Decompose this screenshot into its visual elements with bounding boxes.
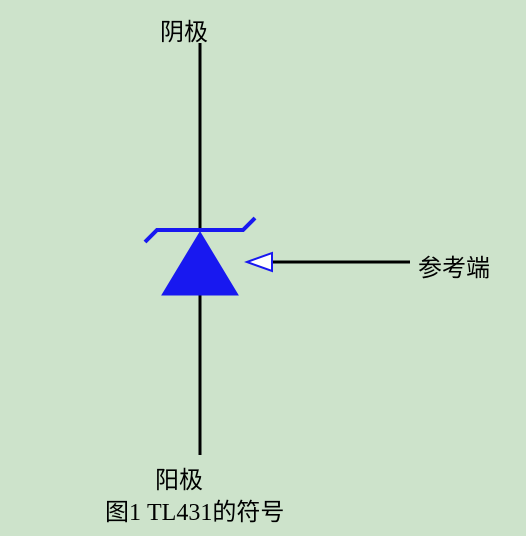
caption: 图1 TL431的符号 — [105, 492, 284, 527]
cathode-label: 阴极 — [160, 12, 208, 47]
ref-label: 参考端 — [418, 248, 490, 283]
anode-label: 阳极 — [155, 460, 203, 495]
